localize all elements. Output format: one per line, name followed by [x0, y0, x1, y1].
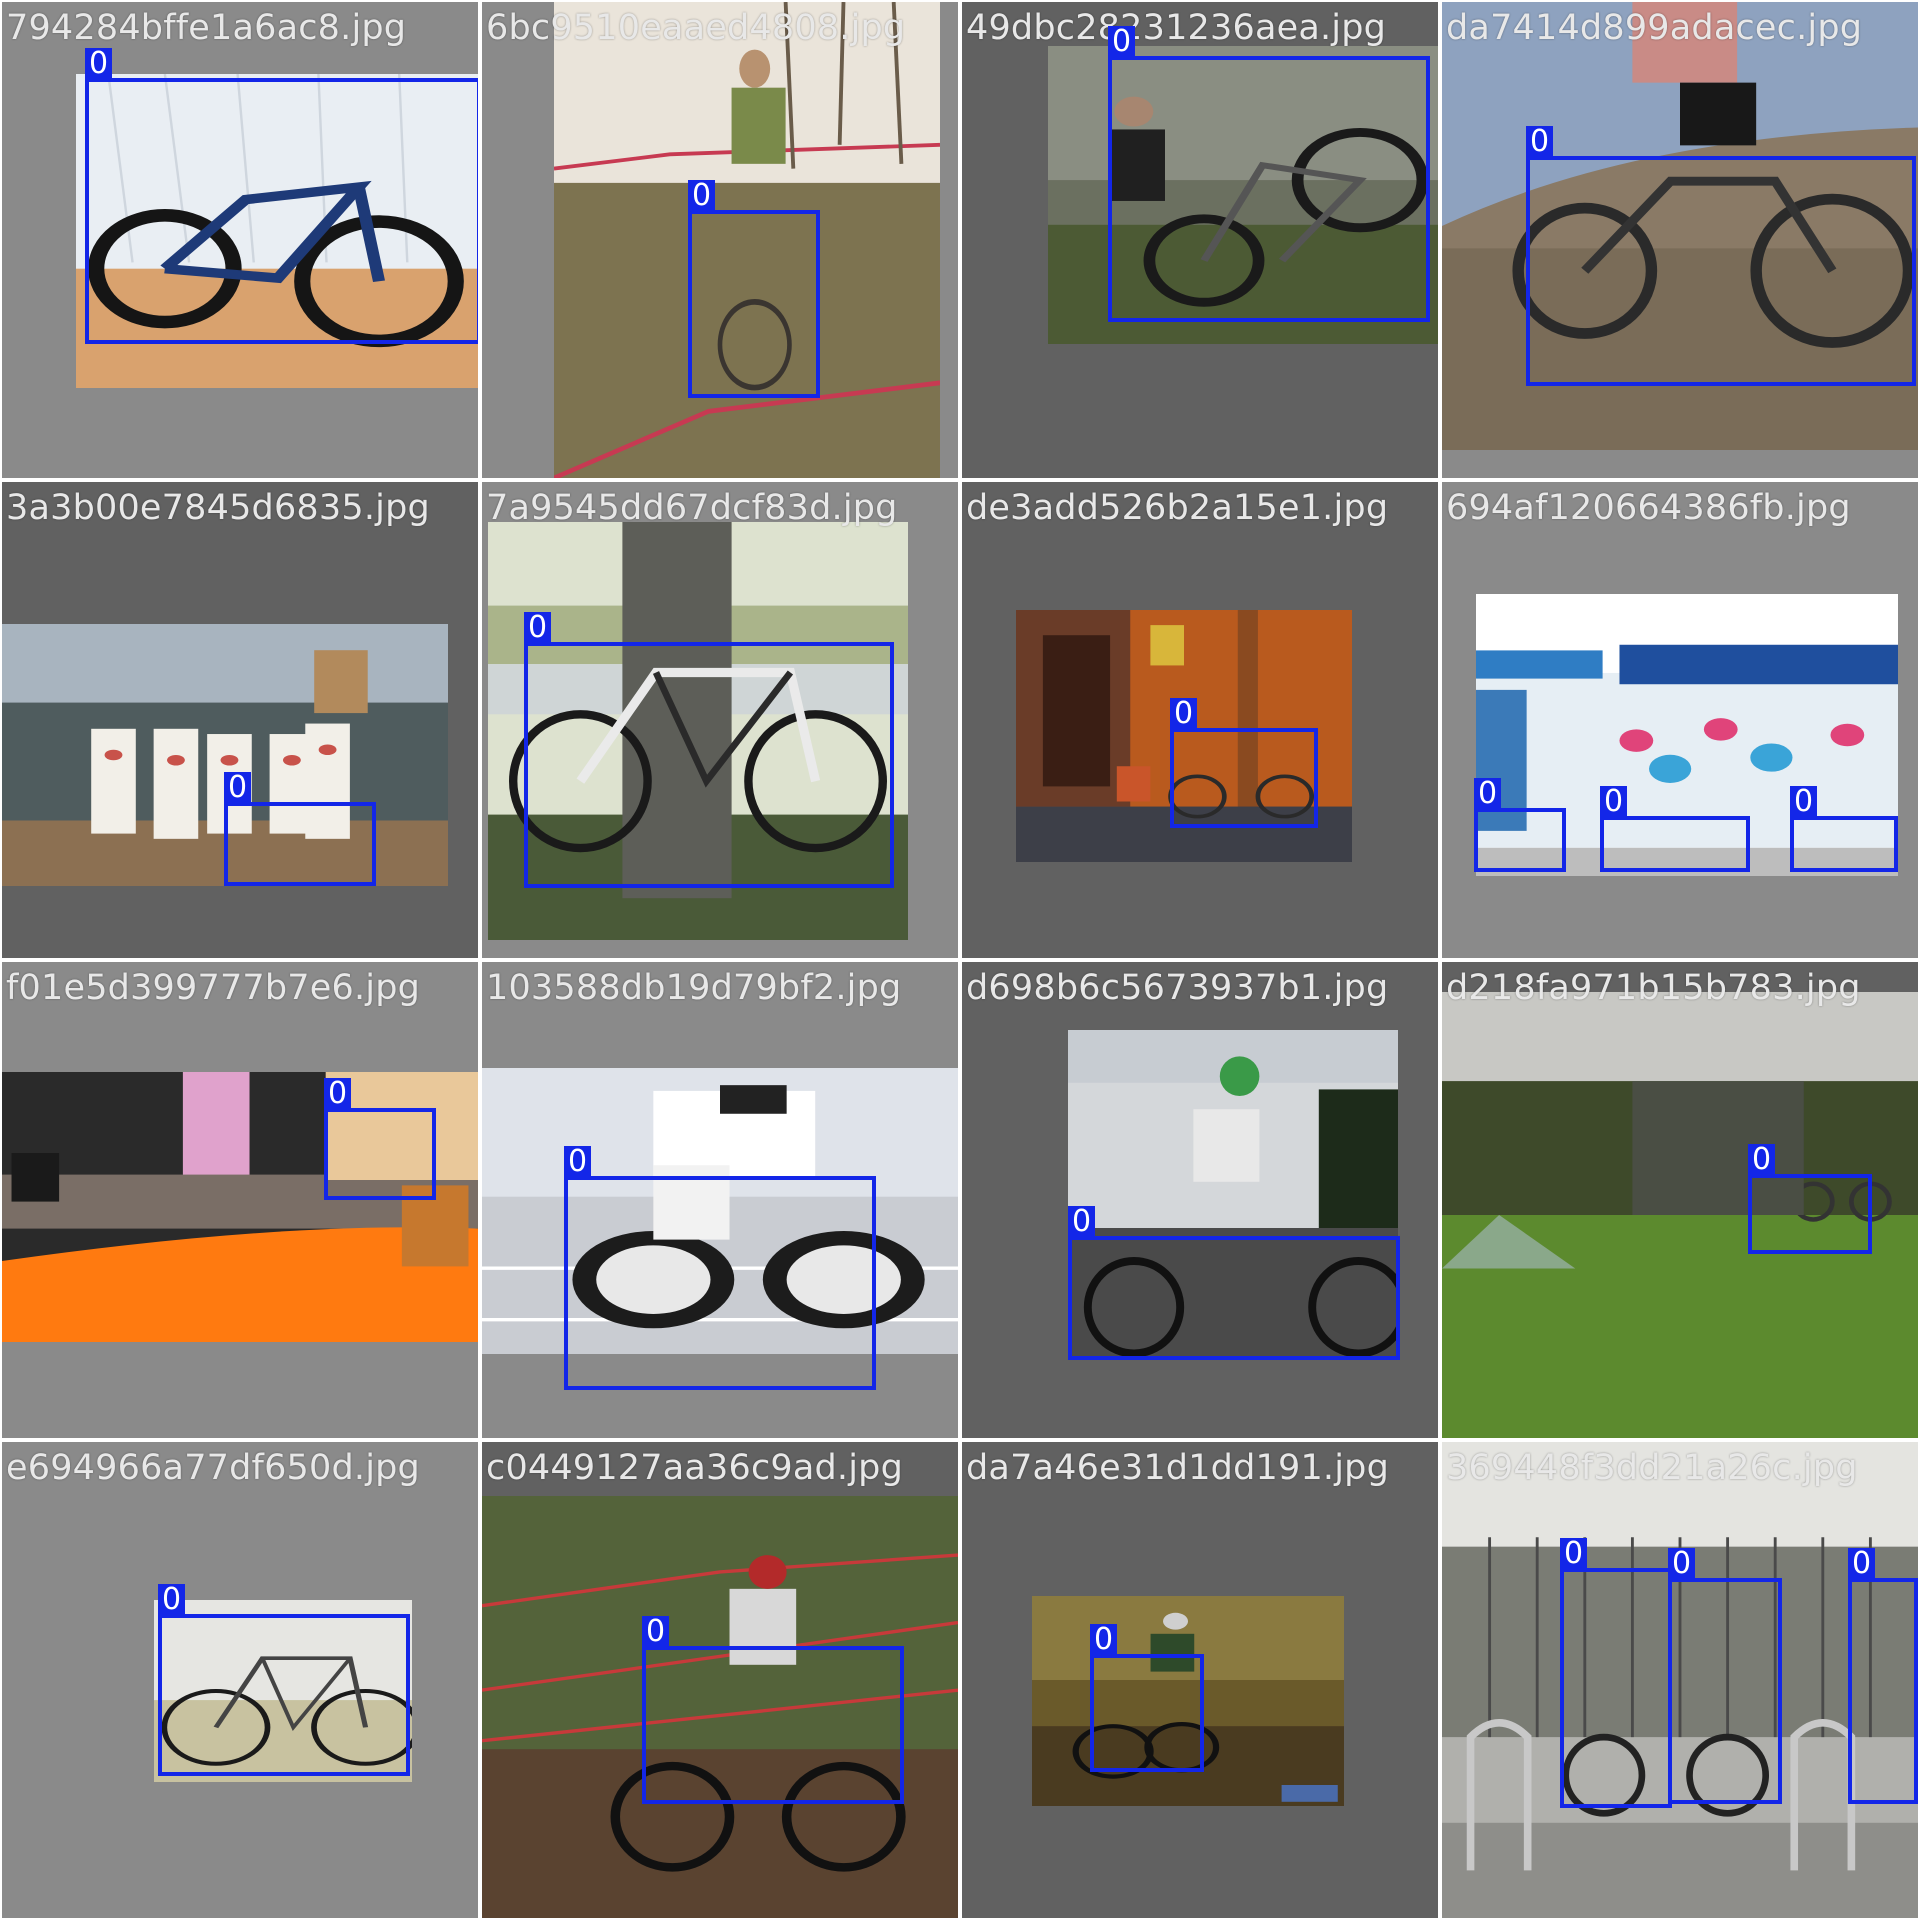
image-tile[interactable]: c0449127aa36c9ad.jpg 0 — [482, 1442, 958, 1918]
image-tile[interactable]: de3add526b2a15e1.jpg 0 — [962, 482, 1438, 958]
image-photo — [1032, 1596, 1344, 1806]
detection-box: 0 — [224, 772, 376, 886]
image-tile[interactable]: d698b6c5673937b1.jpg 0 — [962, 962, 1438, 1438]
image-filename: da7414d899adacec.jpg — [1446, 8, 1863, 48]
detection-box: 0 — [1108, 26, 1430, 322]
detection-box: 0 — [1790, 786, 1898, 872]
image-tile[interactable]: da7a46e31d1dd191.jpg 0 — [962, 1442, 1438, 1918]
image-photo — [488, 522, 908, 940]
image-photo — [1442, 2, 1918, 450]
detection-box: 0 — [524, 612, 894, 888]
image-tile[interactable]: 49dbc28231236aea.jpg 0 — [962, 2, 1438, 478]
detection-class-label: 0 — [1474, 778, 1502, 810]
detection-class-label: 0 — [564, 1146, 592, 1178]
detection-box: 0 — [1600, 786, 1750, 872]
image-tile[interactable]: 369448f3dd21a26c.jpg 0 0 0 — [1442, 1442, 1918, 1918]
image-photo — [154, 1600, 412, 1782]
image-filename: de3add526b2a15e1.jpg — [966, 488, 1389, 528]
image-filename: f01e5d399777b7e6.jpg — [6, 968, 421, 1008]
image-photo — [1068, 1030, 1398, 1360]
image-photo — [2, 1072, 478, 1342]
detection-class-label: 0 — [524, 612, 552, 644]
detection-class-label: 0 — [1790, 786, 1818, 818]
image-tile[interactable]: e694966a77df650d.jpg 0 — [2, 1442, 478, 1918]
detection-class-label: 0 — [642, 1616, 670, 1648]
image-filename: 694af120664386fb.jpg — [1446, 488, 1851, 528]
image-filename: da7a46e31d1dd191.jpg — [966, 1448, 1389, 1488]
detection-box: 0 — [1668, 1548, 1782, 1804]
image-photo — [1442, 992, 1918, 1438]
image-tile[interactable]: 794284bffe1a6ac8.jpg 0 — [2, 2, 478, 478]
image-photo — [554, 2, 940, 478]
detection-class-label: 0 — [1108, 26, 1136, 58]
detection-class-label: 0 — [1668, 1548, 1696, 1580]
detection-box: 0 — [1526, 126, 1916, 386]
detection-class-label: 0 — [1600, 786, 1628, 818]
detection-box: 0 — [324, 1078, 436, 1200]
image-tile[interactable]: 6bc9510eaaed4808.jpg 0 — [482, 2, 958, 478]
detection-class-label: 0 — [1090, 1624, 1118, 1656]
image-photo — [1048, 46, 1438, 344]
image-filename: 103588db19d79bf2.jpg — [486, 968, 902, 1008]
detection-class-label: 0 — [158, 1584, 186, 1616]
detection-class-label: 0 — [1848, 1548, 1876, 1580]
image-filename: 3a3b00e7845d6835.jpg — [6, 488, 430, 528]
image-photo — [1016, 610, 1352, 862]
image-photo — [482, 1496, 958, 1918]
detection-box: 0 — [564, 1146, 876, 1390]
detection-class-label: 0 — [85, 48, 113, 80]
image-filename: 794284bffe1a6ac8.jpg — [6, 8, 407, 48]
image-filename: e694966a77df650d.jpg — [6, 1448, 420, 1488]
detection-box: 0 — [688, 180, 820, 398]
detection-box: 0 — [1068, 1206, 1400, 1360]
detection-class-label: 0 — [324, 1078, 352, 1110]
image-tile[interactable]: 694af120664386fb.jpg 0 0 0 — [1442, 482, 1918, 958]
detection-class-label: 0 — [688, 180, 716, 212]
detection-class-label: 0 — [1526, 126, 1554, 158]
image-tile[interactable]: da7414d899adacec.jpg 0 — [1442, 2, 1918, 478]
detection-class-label: 0 — [1068, 1206, 1096, 1238]
image-filename: d218fa971b15b783.jpg — [1446, 968, 1861, 1008]
detection-class-label: 0 — [1560, 1538, 1588, 1570]
detection-box: 0 — [1474, 778, 1566, 872]
image-filename: d698b6c5673937b1.jpg — [966, 968, 1389, 1008]
image-filename: 6bc9510eaaed4808.jpg — [486, 8, 906, 48]
image-filename: 7a9545dd67dcf83d.jpg — [486, 488, 898, 528]
detection-class-label: 0 — [1170, 698, 1198, 730]
image-tile[interactable]: 3a3b00e7845d6835.jpg 0 — [2, 482, 478, 958]
image-filename: c0449127aa36c9ad.jpg — [486, 1448, 904, 1488]
image-tile[interactable]: d218fa971b15b783.jpg 0 — [1442, 962, 1918, 1438]
image-photo — [482, 1068, 958, 1354]
detection-class-label: 0 — [1748, 1144, 1776, 1176]
detection-box: 0 — [158, 1584, 410, 1776]
image-tile[interactable]: 103588db19d79bf2.jpg 0 — [482, 962, 958, 1438]
image-filename: 369448f3dd21a26c.jpg — [1446, 1448, 1858, 1488]
image-tile[interactable]: f01e5d399777b7e6.jpg 0 — [2, 962, 478, 1438]
detection-box: 0 — [85, 48, 478, 344]
image-filename: 49dbc28231236aea.jpg — [966, 8, 1387, 48]
detection-box: 0 — [1748, 1144, 1872, 1254]
detection-box: 0 — [1560, 1538, 1672, 1808]
detection-box: 0 — [1848, 1548, 1918, 1804]
detection-box: 0 — [1170, 698, 1318, 828]
detection-box: 0 — [642, 1616, 904, 1804]
detection-class-label: 0 — [224, 772, 252, 804]
detection-box: 0 — [1090, 1624, 1204, 1772]
image-tile[interactable]: 7a9545dd67dcf83d.jpg 0 — [482, 482, 958, 958]
